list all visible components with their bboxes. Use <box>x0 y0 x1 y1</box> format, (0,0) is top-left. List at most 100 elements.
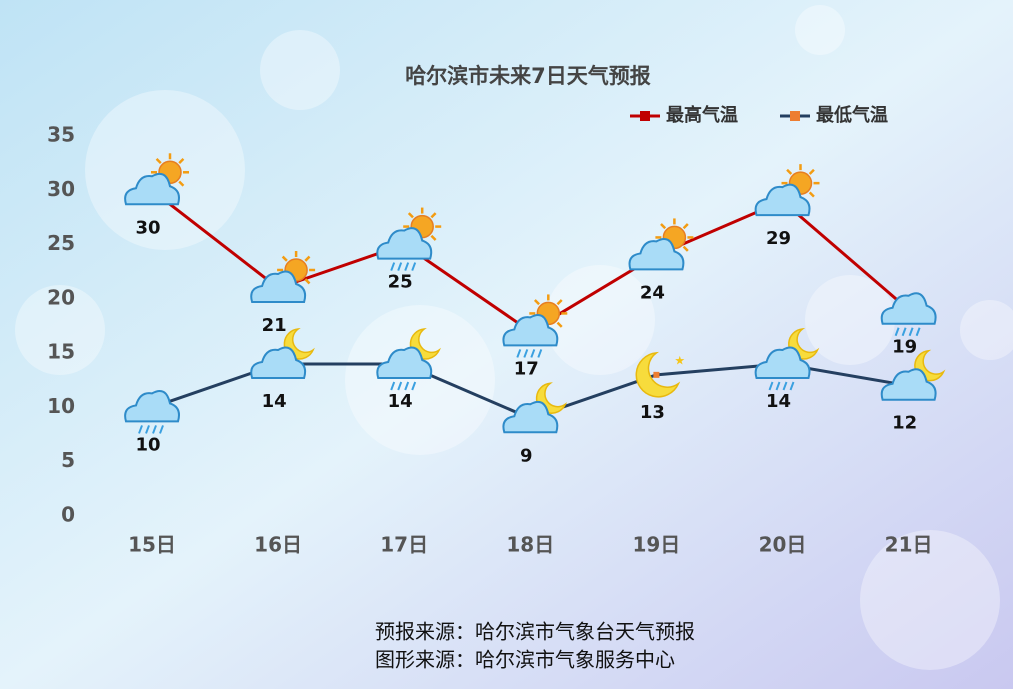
cloud <box>880 292 937 325</box>
x-tick-label: 19日 <box>632 533 680 557</box>
rain <box>397 262 403 271</box>
rain <box>138 425 143 434</box>
bokeh <box>15 5 1013 670</box>
rain <box>908 327 914 337</box>
rain <box>411 262 417 271</box>
weather-icon <box>250 328 315 379</box>
weather-icon <box>502 294 568 358</box>
weather-icon <box>124 153 189 206</box>
data-label: 9 <box>520 445 533 466</box>
cloud <box>250 270 307 303</box>
y-tick-label: 20 <box>47 285 75 309</box>
data-label: 30 <box>135 217 160 238</box>
x-tick-label: 16日 <box>254 533 302 557</box>
rain <box>404 262 410 271</box>
rain <box>390 262 396 271</box>
stars: ★ <box>674 353 685 367</box>
data-label: 17 <box>514 358 539 379</box>
sun-ray <box>281 255 288 262</box>
sun-ray <box>304 255 311 262</box>
weather-icon <box>754 328 820 391</box>
y-tick-label: 35 <box>47 123 75 147</box>
data-label: 29 <box>766 228 791 249</box>
sun-ray <box>556 321 563 328</box>
data-label: 14 <box>388 391 413 412</box>
data-label: 10 <box>135 434 160 455</box>
point <box>653 371 660 378</box>
data-label: 14 <box>766 391 791 412</box>
sun-ray <box>155 157 162 164</box>
weather-icon <box>880 349 946 401</box>
y-tick-label: 10 <box>47 394 75 418</box>
cloud <box>754 346 811 379</box>
sun-ray <box>682 223 689 230</box>
weather-icon: ★ <box>635 351 685 398</box>
rain <box>404 381 410 391</box>
rain <box>523 349 529 358</box>
weather-icon <box>628 218 694 271</box>
weather-icon <box>376 207 442 271</box>
x-tick-label: 17日 <box>380 533 428 557</box>
cloud <box>124 390 180 423</box>
sun-ray <box>533 299 540 306</box>
rain <box>901 327 907 337</box>
cloud <box>124 172 180 206</box>
sun-ray <box>808 168 815 175</box>
sun-ray <box>178 157 185 164</box>
sun-ray <box>556 299 563 306</box>
cloud <box>376 346 433 379</box>
rain <box>390 381 396 391</box>
weather-icon <box>124 390 180 434</box>
cloud <box>502 314 559 347</box>
cloud <box>628 238 685 271</box>
legend-label: 最高气温 <box>666 104 738 126</box>
data-label: 12 <box>892 413 917 434</box>
sun-ray <box>407 212 414 219</box>
data-label: 25 <box>388 272 413 293</box>
rain <box>530 349 536 358</box>
chart-title: 哈尔滨市未来7日天气预报 <box>405 64 651 88</box>
weather-icon <box>502 382 568 434</box>
rain <box>768 381 774 391</box>
weather-icon <box>376 328 441 391</box>
data-label: 21 <box>262 315 287 336</box>
rain <box>411 381 417 391</box>
x-tick-label: 20日 <box>759 533 807 557</box>
data-label: 24 <box>640 282 665 303</box>
x-tick-label: 18日 <box>506 533 554 557</box>
rain <box>782 381 788 391</box>
sun-ray <box>682 245 689 252</box>
cloud <box>376 227 433 260</box>
legend-marker <box>640 111 650 121</box>
cloud <box>880 368 937 401</box>
data-label: 19 <box>892 337 917 358</box>
y-tick-label: 25 <box>47 231 75 255</box>
y-tick-label: 15 <box>47 340 75 364</box>
rain <box>775 381 781 391</box>
sun-ray <box>304 278 311 285</box>
sun-ray <box>808 191 815 198</box>
footnote: 预报来源：哈尔滨市气象台天气预报 <box>375 620 695 644</box>
moon <box>635 351 681 398</box>
legend-label: 最低气温 <box>816 104 888 126</box>
sun-ray <box>430 212 437 219</box>
x-tick-label: 15日 <box>128 533 176 557</box>
weather-icon <box>754 164 820 217</box>
cloud <box>250 346 307 379</box>
cloud <box>502 400 559 434</box>
rain <box>516 349 522 358</box>
data-label: 13 <box>640 402 665 423</box>
rain <box>159 425 164 434</box>
rain <box>915 327 921 337</box>
y-tick-label: 5 <box>61 448 75 472</box>
x-tick-label: 21日 <box>885 533 933 557</box>
y-tick-label: 30 <box>47 177 75 201</box>
sun-ray <box>660 223 667 230</box>
sun-ray <box>430 234 437 241</box>
legend-marker <box>790 111 800 121</box>
rain <box>152 425 157 434</box>
weather-icon <box>880 292 937 337</box>
y-tick-label: 0 <box>61 503 75 527</box>
data-label: 14 <box>262 391 287 412</box>
